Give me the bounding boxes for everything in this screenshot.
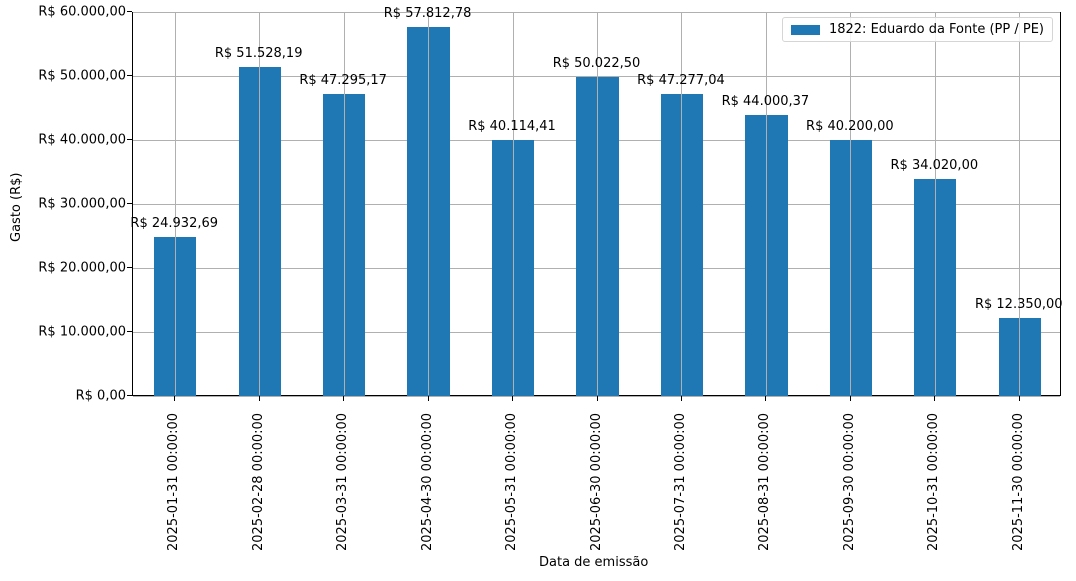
x-tick-label: 2025-04-30 00:00:00: [419, 412, 435, 551]
y-tick-label: R$ 50.000,00: [38, 68, 126, 84]
x-axis-label: Data de emissão: [539, 555, 649, 570]
x-tick-label: 2025-08-31 00:00:00: [757, 412, 773, 551]
x-tick-label: 2025-03-31 00:00:00: [335, 412, 351, 551]
bar-value-label: R$ 24.932,69: [130, 216, 219, 232]
bar-value-label: R$ 51.528,19: [214, 46, 303, 62]
gridline-vertical: [428, 13, 430, 395]
gridline-vertical: [343, 13, 345, 395]
bar-value-label: R$ 40.200,00: [806, 118, 894, 134]
x-tick-label: 2025-09-30 00:00:00: [841, 412, 857, 551]
gridline-vertical: [850, 13, 852, 395]
gridline-horizontal: [133, 76, 1060, 77]
gridline-vertical: [512, 13, 514, 395]
x-tick: [680, 396, 682, 401]
x-tick: [765, 396, 767, 401]
bar-value-label: R$ 47.295,17: [299, 73, 387, 89]
x-tick: [849, 396, 851, 401]
bar-value-label: R$ 57.812,78: [383, 5, 472, 21]
x-tick-label: 2025-11-30 00:00:00: [1010, 412, 1026, 551]
x-tick-label: 2025-06-30 00:00:00: [588, 412, 604, 551]
y-tick: [127, 331, 132, 332]
bar-value-label: R$ 47.277,04: [637, 73, 725, 89]
y-tick-label: R$ 20.000,00: [38, 260, 126, 276]
bar-value-label: R$ 50.022,50: [552, 55, 641, 71]
y-tick-label: R$ 0,00: [75, 388, 126, 404]
gridline-vertical: [765, 13, 767, 395]
gridline-vertical: [259, 13, 261, 395]
bar-value-label: R$ 40.114,41: [468, 119, 556, 135]
legend-label: 1822: Eduardo da Fonte (PP / PE): [828, 22, 1044, 37]
y-tick-label: R$ 30.000,00: [38, 196, 126, 212]
plot-area: [132, 12, 1061, 397]
y-tick: [127, 139, 132, 140]
x-tick: [934, 396, 936, 401]
y-tick: [127, 203, 132, 204]
y-tick-label: R$ 40.000,00: [38, 132, 126, 148]
gridline-vertical: [681, 13, 683, 395]
legend: 1822: Eduardo da Fonte (PP / PE): [781, 17, 1053, 42]
y-tick: [127, 75, 132, 76]
y-tick: [127, 395, 132, 396]
x-tick: [343, 396, 345, 401]
gridline-vertical: [597, 13, 598, 395]
x-tick-label: 2025-05-31 00:00:00: [504, 412, 520, 551]
legend-swatch: [790, 24, 820, 35]
y-tick: [127, 11, 132, 12]
bar-value-label: R$ 12.350,00: [974, 296, 1063, 312]
x-tick-label: 2025-01-31 00:00:00: [166, 412, 182, 551]
x-tick-label: 2025-10-31 00:00:00: [926, 412, 942, 551]
gridline-vertical: [174, 13, 176, 395]
x-tick: [427, 396, 429, 401]
x-tick: [1018, 396, 1020, 401]
y-tick-label: R$ 60.000,00: [38, 4, 126, 20]
x-tick: [174, 396, 176, 401]
gridline-vertical: [1019, 13, 1021, 395]
gridline-horizontal: [133, 12, 1060, 13]
y-tick-label: R$ 10.000,00: [38, 324, 126, 340]
bar-value-label: R$ 44.000,37: [721, 94, 810, 110]
x-tick-label: 2025-07-31 00:00:00: [672, 412, 688, 551]
gridline-vertical: [934, 13, 936, 395]
bar-value-label: R$ 34.020,00: [890, 158, 979, 174]
x-tick: [258, 396, 260, 401]
y-axis-label: Gasto (R$): [9, 172, 24, 242]
x-tick: [596, 396, 598, 401]
x-tick: [512, 396, 514, 401]
y-tick: [127, 267, 132, 268]
x-tick-label: 2025-02-28 00:00:00: [250, 412, 266, 551]
